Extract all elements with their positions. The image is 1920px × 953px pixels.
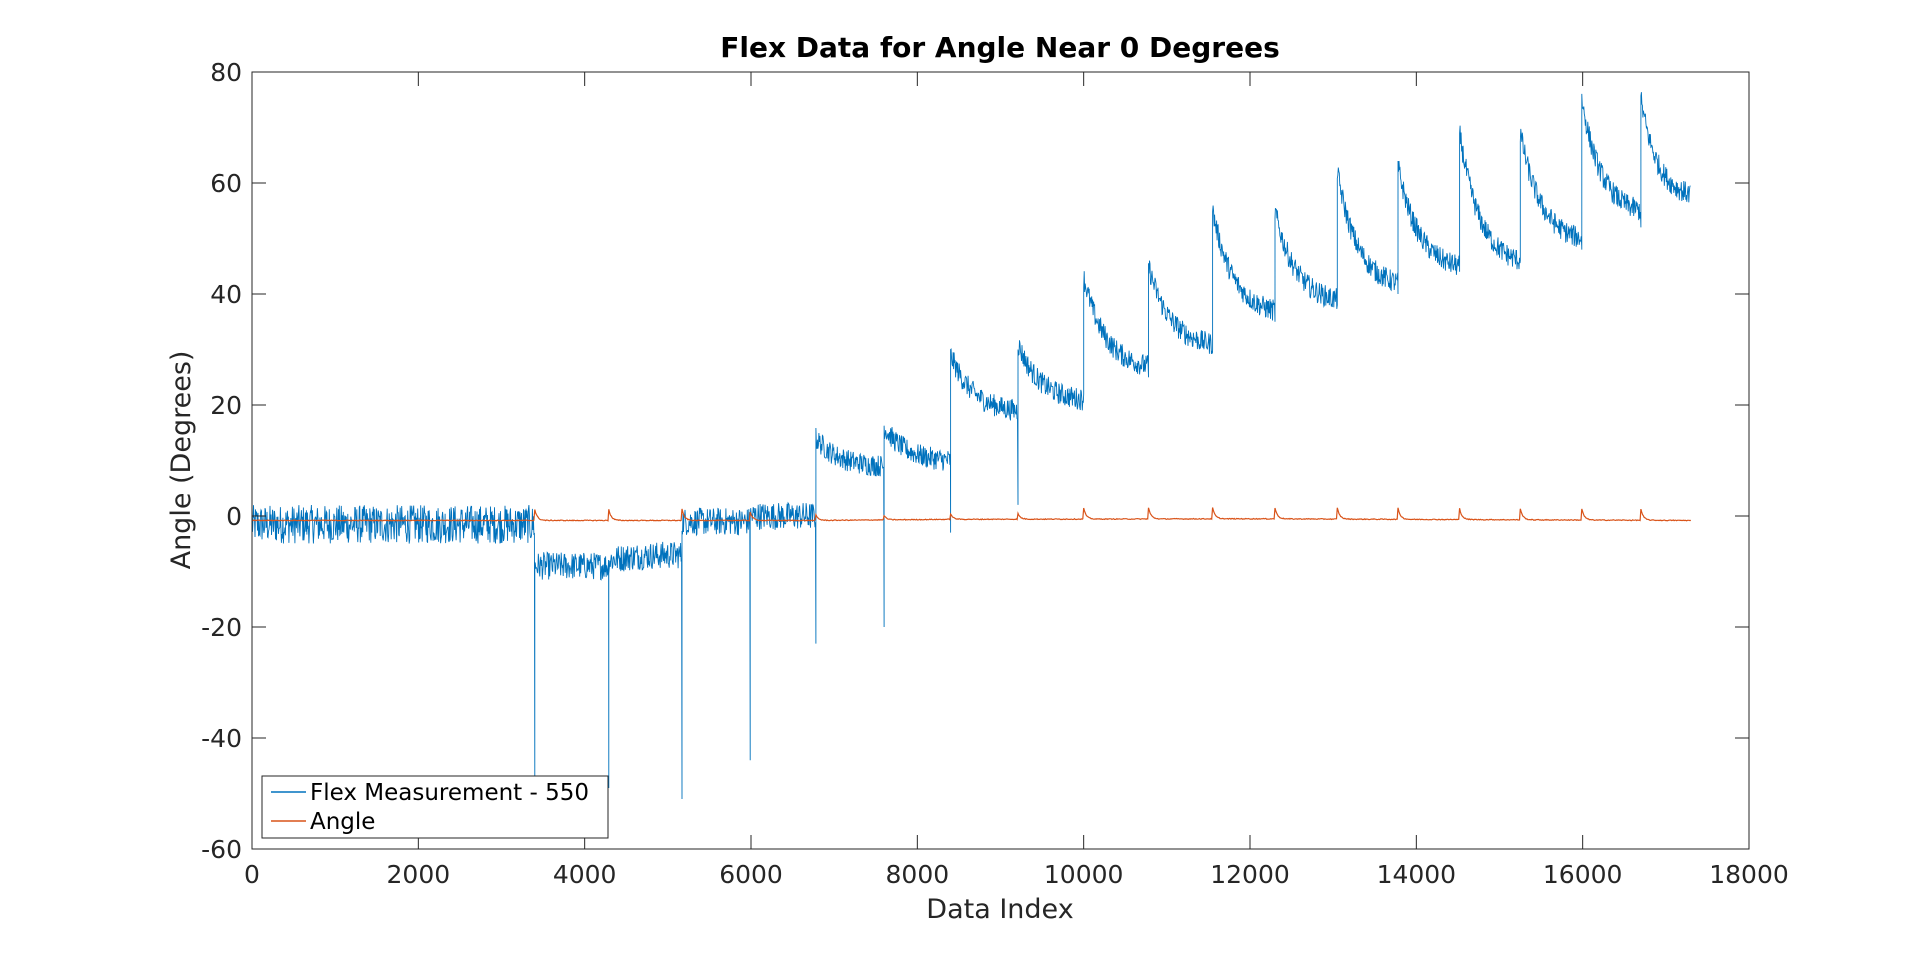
x-tick-label: 2000	[387, 860, 451, 889]
y-tick-label: -40	[201, 724, 242, 753]
x-tick-label: 0	[244, 860, 260, 889]
x-tick-label: 16000	[1543, 860, 1623, 889]
x-tick-label: 10000	[1044, 860, 1124, 889]
legend-label-angle: Angle	[310, 809, 375, 835]
x-axis-label: Data Index	[926, 894, 1073, 925]
x-axis-ticks: 0 2000 4000 6000 8000 10000 12000 14000 16000 180…	[244, 72, 1789, 889]
series-layer	[251, 92, 1692, 800]
y-axis-ticks: -60 -40 -20 0 20 40 60 80	[201, 58, 1749, 864]
x-tick-label: 18000	[1709, 860, 1789, 889]
y-tick-label: -60	[201, 835, 242, 864]
series-line-angle	[251, 507, 1692, 522]
y-axis-label: Angle (Degrees)	[166, 351, 197, 570]
x-tick-label: 4000	[553, 860, 617, 889]
y-tick-label: 20	[210, 391, 242, 420]
y-tick-label: 40	[210, 280, 242, 309]
y-tick-label: 0	[226, 502, 242, 531]
legend-box	[261, 775, 609, 839]
y-tick-label: 80	[210, 58, 242, 87]
chart-title: Flex Data for Angle Near 0 Degrees	[720, 31, 1279, 64]
legend: Flex Measurement - 550 Angle	[261, 775, 609, 839]
plot-area-background	[252, 72, 1749, 849]
x-tick-label: 6000	[719, 860, 783, 889]
series-line-flex-measurement	[251, 92, 1691, 800]
x-tick-label: 8000	[886, 860, 950, 889]
plot-area-box	[251, 71, 1750, 850]
x-tick-label: 14000	[1377, 860, 1457, 889]
x-tick-label: 12000	[1210, 860, 1290, 889]
y-tick-label: -20	[201, 613, 242, 642]
y-tick-label: 60	[210, 169, 242, 198]
legend-label-flex: Flex Measurement - 550	[310, 780, 589, 806]
